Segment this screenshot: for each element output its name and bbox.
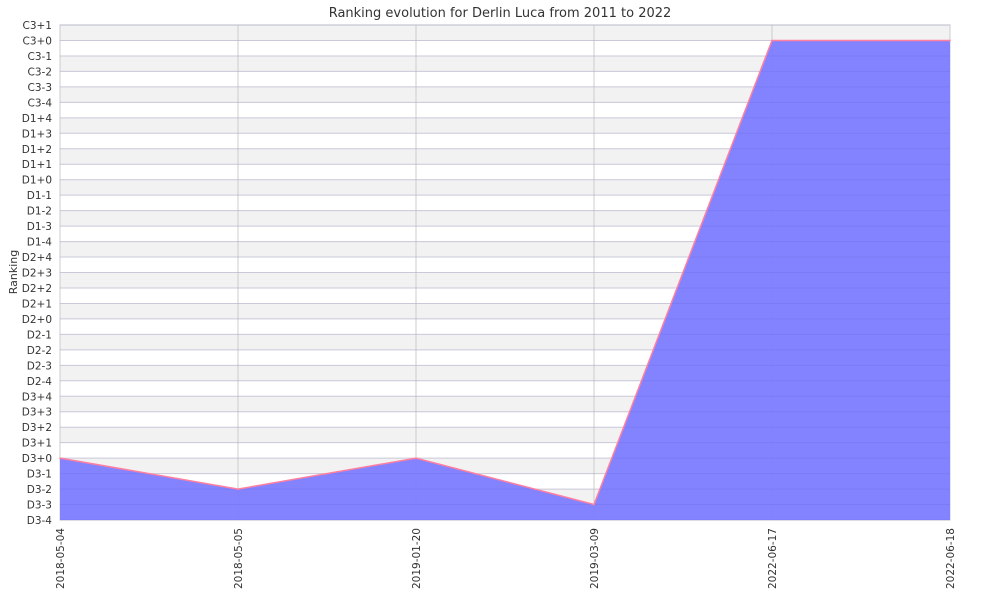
- data-point: [59, 457, 61, 459]
- y-tick-label: D2-3: [27, 360, 52, 372]
- data-point: [237, 488, 239, 490]
- y-tick-label: C3-3: [28, 82, 52, 94]
- grid-band: [60, 55, 950, 72]
- y-tick-label: D3-2: [27, 484, 52, 496]
- y-tick-label: D1+3: [22, 128, 52, 140]
- y-tick-label: D3-3: [27, 500, 52, 512]
- grid-band: [60, 25, 950, 41]
- y-tick-label: D2-2: [27, 345, 52, 357]
- y-tick-label: D2-1: [27, 329, 52, 341]
- y-tick-label: D3+3: [22, 407, 52, 419]
- grid-band: [60, 71, 950, 87]
- y-tick-label: D1+0: [22, 175, 52, 187]
- y-tick-label: D1-4: [27, 237, 53, 249]
- y-tick-label: D1+4: [22, 113, 53, 125]
- y-tick-label: D3-4: [27, 515, 53, 527]
- y-tick-label: D3+2: [22, 422, 52, 434]
- chart-title: Ranking evolution for Derlin Luca from 2…: [329, 6, 672, 21]
- x-tick-label: 2018-05-05: [233, 528, 245, 589]
- data-point: [415, 457, 417, 459]
- y-tick-label: C3-2: [28, 66, 52, 78]
- grid-band: [60, 86, 950, 103]
- y-tick-label: D3+0: [22, 453, 52, 465]
- data-point: [593, 503, 595, 506]
- y-tick-label: D2+1: [22, 298, 52, 310]
- data-point: [949, 39, 951, 42]
- grid-band: [60, 133, 950, 149]
- y-tick-label: D2+3: [22, 268, 52, 280]
- grid-band: [60, 40, 950, 56]
- y-tick-label: D1+1: [22, 159, 52, 171]
- y-tick-label: D3+1: [22, 438, 52, 450]
- x-tick-label: 2018-05-04: [55, 528, 67, 589]
- y-tick-label: C3-4: [28, 97, 53, 109]
- x-tick-label: 2022-06-17: [767, 528, 779, 589]
- ranking-line: [59, 39, 950, 506]
- data-point: [771, 39, 773, 42]
- ranking-area: [60, 40, 950, 520]
- y-tick-label: D1-2: [27, 206, 52, 218]
- y-tick-label: C3+1: [23, 20, 53, 32]
- y-tick-label: D2+0: [22, 314, 52, 326]
- y-tick-label: D2+4: [22, 252, 53, 264]
- y-tick-label: D1-3: [27, 221, 52, 233]
- grid-band: [60, 117, 950, 134]
- y-tick-label: C3+0: [23, 35, 53, 47]
- y-tick-label: D3-1: [27, 469, 52, 481]
- y-tick-label: D2+2: [22, 283, 52, 295]
- grid-band: [60, 102, 950, 118]
- x-tick-label: 2022-06-18: [945, 528, 957, 589]
- y-tick-label: D1+2: [22, 144, 52, 156]
- x-tick-label: 2019-01-20: [411, 528, 423, 589]
- y-axis-label: Ranking: [7, 250, 20, 295]
- y-tick-label: D1-1: [27, 190, 52, 202]
- x-tick-label: 2019-03-09: [589, 528, 601, 589]
- y-tick-label: C3-1: [28, 51, 52, 63]
- y-tick-label: D3+4: [22, 391, 53, 403]
- y-tick-label: D2-4: [27, 376, 53, 388]
